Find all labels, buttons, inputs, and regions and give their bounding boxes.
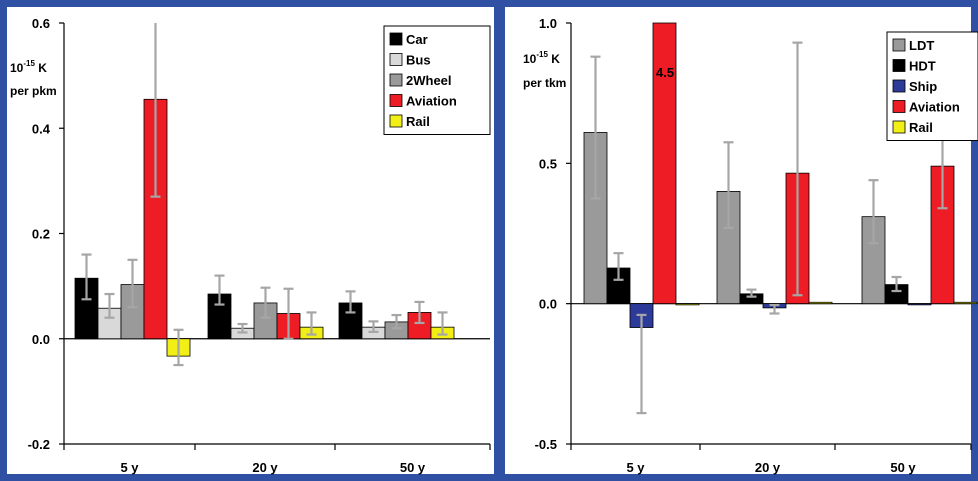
panel-divider xyxy=(494,0,505,481)
y-axis-label-exponent: -15 xyxy=(536,50,548,59)
legend-swatch-aviation xyxy=(389,94,403,107)
x-category-label: 20 y xyxy=(252,460,278,475)
x-category-label: 50 y xyxy=(400,460,426,475)
y-tick-label: 0.4 xyxy=(32,121,51,136)
legend-swatch-hdt xyxy=(892,59,906,72)
legend-label-rail: Rail xyxy=(909,120,933,135)
y-tick-label: 0.5 xyxy=(539,156,557,171)
legend-swatch-ship xyxy=(892,79,906,93)
y-axis-label-unit: K xyxy=(548,52,560,66)
legend-swatch-rail xyxy=(892,120,906,134)
y-tick-label: 0.6 xyxy=(32,16,50,31)
bar-rail xyxy=(953,301,978,305)
y-axis-label-base: 10 xyxy=(523,52,537,66)
bar-rail xyxy=(808,301,833,305)
y-tick-label: -0.2 xyxy=(28,437,50,452)
y-axis-label-base: 10 xyxy=(10,61,24,75)
bar-rail xyxy=(675,303,700,306)
legend-swatch-aviation xyxy=(892,100,906,113)
legend-swatch-2wheel xyxy=(389,73,403,87)
legend-swatch-car xyxy=(389,32,403,46)
legend-swatch-bus xyxy=(389,53,403,66)
y-tick-label: 0.2 xyxy=(32,227,50,242)
y-tick-label: 0.0 xyxy=(539,297,557,312)
legend-label-car: Car xyxy=(406,32,428,47)
x-category-label: 50 y xyxy=(890,460,916,475)
bar-value-annotation: 4.5 xyxy=(656,65,674,80)
bar-aviation xyxy=(652,22,677,305)
y-tick-label: 0.0 xyxy=(32,332,50,347)
x-category-label: 5 y xyxy=(626,460,645,475)
bar-ship xyxy=(907,303,932,306)
legend-label-aviation: Aviation xyxy=(406,94,457,109)
legend-label-aviation: Aviation xyxy=(909,100,960,115)
legend-swatch-rail xyxy=(389,114,403,128)
y-axis-label-line2: per tkm xyxy=(523,76,566,90)
y-tick-label: 1.0 xyxy=(539,16,557,31)
legend-label-ldt: LDT xyxy=(909,38,934,53)
legend-label-rail: Rail xyxy=(406,114,430,129)
legend-label-ship: Ship xyxy=(909,79,937,94)
y-axis-label-line2: per pkm xyxy=(10,84,57,98)
y-axis-label: 10-15 K xyxy=(523,50,560,66)
legend-label-hdt: HDT xyxy=(909,59,936,74)
y-axis-label: 10-15 K xyxy=(10,59,47,75)
y-axis-label-unit: K xyxy=(35,61,47,75)
x-category-label: 20 y xyxy=(755,460,781,475)
legend-label-bus: Bus xyxy=(406,53,431,68)
legend-label-2wheel: 2Wheel xyxy=(406,73,452,88)
y-tick-label: -0.5 xyxy=(535,437,557,452)
y-axis-label-exponent: -15 xyxy=(23,59,35,68)
x-category-label: 5 y xyxy=(120,460,139,475)
legend-swatch-ldt xyxy=(892,38,906,52)
